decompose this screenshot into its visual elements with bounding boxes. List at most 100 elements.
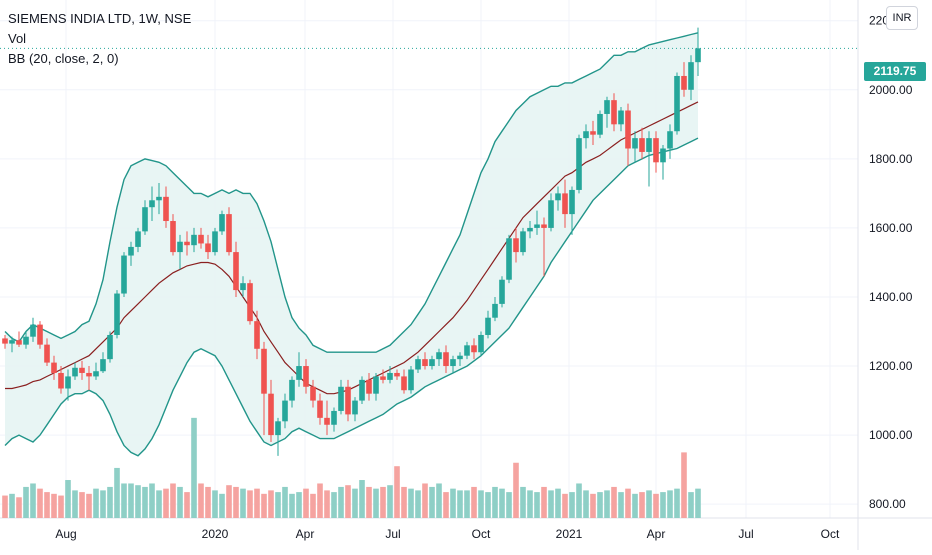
candle-body[interactable]: [408, 369, 414, 391]
volume-bar[interactable]: [681, 452, 687, 518]
candle-body[interactable]: [688, 62, 694, 90]
candle-body[interactable]: [674, 75, 680, 132]
volume-bar[interactable]: [548, 490, 554, 518]
volume-bar[interactable]: [128, 483, 134, 518]
candle-body[interactable]: [422, 359, 428, 367]
candle-body[interactable]: [464, 345, 470, 356]
volume-bar[interactable]: [114, 467, 120, 518]
volume-bar[interactable]: [37, 488, 43, 518]
candle-body[interactable]: [646, 138, 652, 152]
volume-bar[interactable]: [282, 486, 288, 518]
volume-bar[interactable]: [597, 492, 603, 518]
candle-body[interactable]: [282, 400, 288, 422]
volume-bar[interactable]: [324, 490, 330, 518]
volume-bar[interactable]: [653, 493, 659, 518]
volume-bar[interactable]: [163, 488, 169, 518]
volume-bar[interactable]: [93, 488, 99, 518]
candle-body[interactable]: [296, 366, 302, 380]
candle-body[interactable]: [170, 221, 176, 253]
symbol-title[interactable]: SIEMENS INDIA LTD, 1W, NSE: [8, 11, 192, 26]
volume-bar[interactable]: [121, 483, 127, 518]
candle-body[interactable]: [555, 193, 561, 201]
candle-body[interactable]: [373, 376, 379, 394]
volume-bar[interactable]: [688, 492, 694, 518]
volume-bar[interactable]: [317, 483, 323, 518]
candle-body[interactable]: [65, 376, 71, 389]
candle-body[interactable]: [499, 279, 505, 304]
volume-bar[interactable]: [660, 492, 666, 518]
candle-body[interactable]: [261, 348, 267, 394]
volume-bar[interactable]: [499, 488, 505, 518]
volume-bar[interactable]: [450, 488, 456, 518]
candle-body[interactable]: [233, 252, 239, 291]
volume-bar[interactable]: [135, 485, 141, 518]
volume-bar[interactable]: [100, 490, 106, 518]
volume-indicator-label[interactable]: Vol: [8, 31, 27, 46]
candle-body[interactable]: [198, 234, 204, 244]
candle-body[interactable]: [37, 324, 43, 345]
candle-body[interactable]: [695, 48, 701, 63]
candle-body[interactable]: [86, 372, 92, 377]
volume-bar[interactable]: [9, 493, 15, 518]
volume-bar[interactable]: [107, 486, 113, 518]
volume-bar[interactable]: [555, 488, 561, 518]
volume-bar[interactable]: [240, 488, 246, 518]
candle-body[interactable]: [23, 336, 29, 345]
candle-body[interactable]: [275, 421, 281, 436]
volume-bar[interactable]: [632, 493, 638, 518]
volume-bar[interactable]: [184, 492, 190, 518]
volume-bar[interactable]: [506, 492, 512, 518]
volume-bar[interactable]: [65, 480, 71, 518]
candle-body[interactable]: [583, 131, 589, 139]
candle-body[interactable]: [142, 207, 148, 232]
volume-bar[interactable]: [464, 490, 470, 518]
candle-body[interactable]: [114, 293, 120, 335]
candle-body[interactable]: [226, 214, 232, 253]
volume-bar[interactable]: [478, 490, 484, 518]
candle-body[interactable]: [436, 352, 442, 360]
volume-bar[interactable]: [205, 486, 211, 518]
candle-body[interactable]: [191, 234, 197, 246]
volume-bar[interactable]: [485, 492, 491, 518]
candle-body[interactable]: [156, 196, 162, 201]
candle-body[interactable]: [576, 138, 582, 190]
candle-body[interactable]: [443, 352, 449, 367]
volume-bar[interactable]: [289, 493, 295, 518]
volume-bar[interactable]: [177, 486, 183, 518]
volume-bar[interactable]: [576, 483, 582, 518]
candle-body[interactable]: [562, 193, 568, 215]
volume-bar[interactable]: [338, 486, 344, 518]
candle-body[interactable]: [450, 359, 456, 367]
candle-body[interactable]: [100, 359, 106, 372]
volume-bar[interactable]: [534, 492, 540, 518]
volume-bar[interactable]: [618, 492, 624, 518]
volume-bar[interactable]: [443, 492, 449, 518]
candle-body[interactable]: [79, 367, 85, 373]
volume-bar[interactable]: [72, 490, 78, 518]
candle-body[interactable]: [415, 359, 421, 370]
volume-bar[interactable]: [23, 486, 29, 518]
volume-bar[interactable]: [646, 490, 652, 518]
candle-body[interactable]: [317, 400, 323, 418]
candle-body[interactable]: [569, 189, 575, 215]
volume-bar[interactable]: [219, 493, 225, 518]
candle-body[interactable]: [177, 241, 183, 253]
candle-body[interactable]: [660, 148, 666, 163]
candle-body[interactable]: [457, 355, 463, 360]
candle-body[interactable]: [93, 371, 99, 377]
volume-bar[interactable]: [352, 488, 358, 518]
candle-body[interactable]: [149, 200, 155, 208]
volume-bar[interactable]: [261, 493, 267, 518]
candle-body[interactable]: [205, 243, 211, 253]
candle-body[interactable]: [639, 138, 645, 152]
candle-body[interactable]: [268, 393, 274, 436]
candle-body[interactable]: [121, 255, 127, 294]
volume-bar[interactable]: [86, 493, 92, 518]
candle-body[interactable]: [128, 246, 134, 256]
volume-bar[interactable]: [275, 492, 281, 518]
bb-lower-line[interactable]: [4, 137, 699, 457]
candle-body[interactable]: [359, 379, 365, 401]
candle-body[interactable]: [72, 367, 78, 377]
volume-bar[interactable]: [590, 493, 596, 518]
volume-bar[interactable]: [149, 483, 155, 518]
